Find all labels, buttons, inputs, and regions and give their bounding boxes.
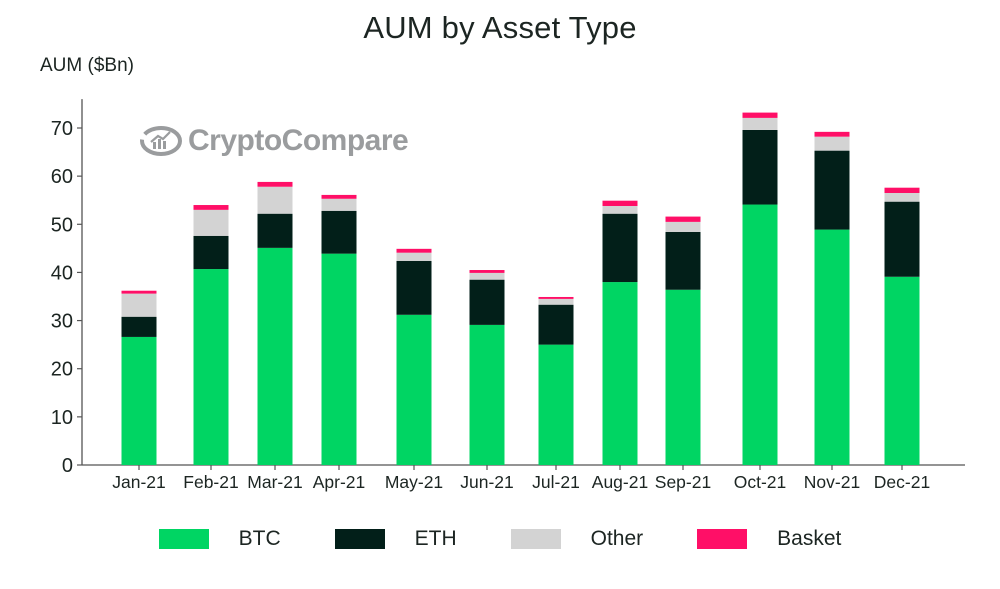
bar-segment-basket <box>665 216 701 222</box>
y-tick-label: 30 <box>51 311 73 333</box>
bar-stack-feb-21 <box>193 205 229 465</box>
legend-item-other: Other <box>510 527 644 551</box>
cryptocompare-watermark: CryptoCompare <box>138 124 409 158</box>
bar-segment-other <box>257 186 293 214</box>
y-tick-label: 70 <box>51 118 73 140</box>
bar-stack-may-21 <box>396 248 432 465</box>
bar-segment-eth <box>742 129 778 205</box>
bar-stack-jan-21 <box>121 290 157 465</box>
bar-segment-basket <box>469 270 505 273</box>
bar-segment-btc <box>538 344 574 465</box>
bar-segment-eth <box>193 235 229 270</box>
x-tick-label: Feb-21 <box>183 472 238 492</box>
bar-segment-eth <box>665 231 701 290</box>
bar-segment-other <box>814 136 850 151</box>
legend-item-btc: BTC <box>158 527 281 551</box>
bar-segment-eth <box>602 213 638 283</box>
bar-segment-other <box>396 252 432 261</box>
bar-stack-oct-21 <box>742 112 778 465</box>
legend-item-eth: ETH <box>334 527 457 551</box>
bar-segment-basket <box>814 131 850 137</box>
bar-segment-basket <box>321 194 357 199</box>
bar-segment-basket <box>884 187 920 193</box>
bar-segment-basket <box>602 200 638 206</box>
bar-segment-other <box>193 209 229 236</box>
y-tick-label: 0 <box>62 455 73 477</box>
bar-segment-btc <box>742 204 778 465</box>
bar-segment-btc <box>193 269 229 465</box>
watermark-text: CryptoCompare <box>188 124 409 157</box>
y-tick-label: 10 <box>51 407 73 429</box>
bar-segment-eth <box>884 201 920 277</box>
bar-segment-btc <box>321 253 357 465</box>
bar-segment-basket <box>121 290 157 294</box>
bar-segment-basket <box>257 181 293 187</box>
legend-swatch <box>158 529 209 549</box>
x-tick-label: Sep-21 <box>655 472 711 492</box>
bar-segment-other <box>538 298 574 305</box>
x-tick-label: Jun-21 <box>460 472 514 492</box>
bar-segment-btc <box>814 229 850 465</box>
y-tick-label: 20 <box>51 359 73 381</box>
bar-segment-btc <box>469 324 505 465</box>
bar-segment-btc <box>602 282 638 465</box>
legend-swatch <box>334 529 385 549</box>
y-tick-label: 60 <box>51 166 73 188</box>
bar-segment-eth <box>814 150 850 230</box>
bar-segment-other <box>742 117 778 130</box>
x-tick-label: Jan-21 <box>112 472 166 492</box>
bar-segment-other <box>602 205 638 214</box>
bar-segment-basket <box>193 205 229 210</box>
chart-title: AUM by Asset Type <box>363 10 637 45</box>
bar-segment-other <box>469 272 505 280</box>
bar-stack-jun-21 <box>469 270 505 465</box>
bar-segment-btc <box>396 314 432 465</box>
bar-stack-sep-21 <box>665 216 701 465</box>
x-tick-label: Apr-21 <box>313 472 366 492</box>
bar-segment-other <box>121 293 157 317</box>
x-tick-label: Mar-21 <box>247 472 302 492</box>
legend-label: Basket <box>777 527 842 550</box>
bar-segment-btc <box>257 247 293 465</box>
x-tick-label: Oct-21 <box>734 472 787 492</box>
bar-stack-dec-21 <box>884 187 920 465</box>
bar-segment-basket <box>742 112 778 118</box>
bar-segment-other <box>884 192 920 202</box>
bar-segment-other <box>665 221 701 232</box>
bar-segment-btc <box>121 336 157 465</box>
y-tick-label: 40 <box>51 262 73 284</box>
legend-label: BTC <box>238 527 281 550</box>
bar-segment-eth <box>321 210 357 254</box>
bar-stack-apr-21 <box>321 194 357 465</box>
chart-legend: BTC ETH Other Basket <box>0 527 1000 551</box>
bar-segment-btc <box>884 276 920 465</box>
bar-segment-eth <box>121 316 157 337</box>
bar-segment-btc <box>665 289 701 465</box>
bar-segment-eth <box>396 260 432 315</box>
bar-stack-mar-21 <box>257 181 293 465</box>
bar-segment-eth <box>538 304 574 345</box>
legend-swatch <box>510 529 561 549</box>
bar-segment-basket <box>538 296 574 299</box>
bar-segment-eth <box>469 279 505 325</box>
bar-stack-aug-21 <box>602 200 638 465</box>
x-tick-label: Jul-21 <box>532 472 580 492</box>
x-tick-label: Dec-21 <box>874 472 930 492</box>
x-tick-label: Nov-21 <box>804 472 860 492</box>
bar-stack-jul-21 <box>538 296 574 465</box>
legend-item-basket: Basket <box>697 527 841 551</box>
y-tick-label: 50 <box>51 214 73 236</box>
bar-segment-basket <box>396 248 432 253</box>
x-tick-label: Aug-21 <box>592 472 648 492</box>
bar-segment-eth <box>257 213 293 248</box>
cryptocompare-logo-icon <box>140 126 182 156</box>
bar-stack-nov-21 <box>814 131 850 465</box>
x-tick-label: May-21 <box>385 472 443 492</box>
y-axis-label: AUM ($Bn) <box>40 55 134 76</box>
legend-swatch <box>697 529 748 549</box>
legend-label: ETH <box>414 527 457 550</box>
bar-segment-other <box>321 198 357 211</box>
legend-label: Other <box>590 527 644 550</box>
